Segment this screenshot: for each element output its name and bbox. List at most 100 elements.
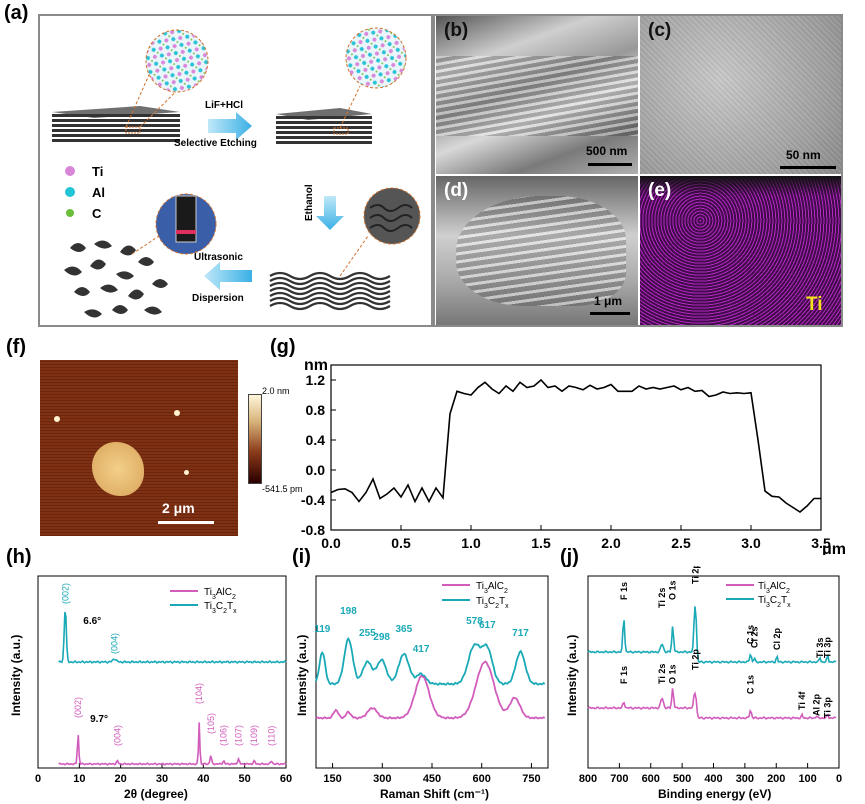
ultra-label-1: Ultrasonic	[194, 252, 243, 263]
afm-particle	[54, 416, 60, 422]
j-series-ti3alc2	[587, 688, 837, 720]
panel-label-b: (b)	[444, 20, 469, 41]
scalebar-d	[590, 312, 630, 315]
h-legend-ti3alc2: Ti3AlC2	[204, 587, 236, 601]
j-peak-label-bottom: C 1s	[746, 675, 756, 694]
g-height-profile	[330, 378, 821, 513]
i-legend-ti3c2tx: Ti3C2Tx	[476, 596, 509, 610]
g-xtick-label: 3.0	[741, 535, 761, 551]
h-xtick-label: 40	[197, 773, 209, 785]
h-xlabel: 2θ (degree)	[124, 787, 188, 801]
j-peak-label-top: F 1s	[619, 582, 629, 600]
h-xtick-label: 30	[156, 773, 168, 785]
i-xtick-label: 150	[323, 773, 341, 785]
panel-label-j: (j)	[560, 546, 579, 568]
g-xtick-label: 1.5	[531, 535, 551, 551]
al-legend-dot	[65, 187, 75, 197]
h-series-ti3c2tx	[58, 611, 287, 665]
panel-label-a: (a)	[4, 2, 29, 24]
h-peak-label: (105)	[206, 713, 216, 734]
afm-flake	[92, 442, 144, 496]
delaminated-wavy-stack	[269, 271, 391, 311]
afm-image: 2 μm	[40, 360, 238, 536]
h-xtick-label: 50	[239, 773, 251, 785]
j-xtick-label: 200	[767, 773, 785, 785]
j-legend-ti3alc2: Ti3AlC2	[758, 581, 790, 595]
g-ytick-label: 1.2	[306, 372, 326, 388]
j-xtick-label: 700	[610, 773, 628, 785]
h-angle-label: 6.6°	[83, 616, 101, 627]
j-peak-label-top: O 1s	[668, 580, 678, 600]
panel-label-e: (e)	[648, 180, 672, 201]
chart-i: Intensity (a.u.) Raman Shift (cm⁻¹) 150 3…	[295, 575, 549, 801]
g-xlabel: μm	[822, 541, 846, 555]
afm-colorbar	[248, 394, 262, 484]
j-xtick-label: 500	[673, 773, 691, 785]
g-ytick-label: 0.4	[306, 432, 326, 448]
h-series-ti3alc2	[58, 722, 287, 766]
i-xtick-label: 450	[423, 773, 441, 785]
i-peak-label: 578	[466, 616, 483, 627]
j-peak-label-top: C 1s	[746, 625, 756, 644]
h-peak-label: (004)	[112, 725, 122, 746]
h-xtick-label: 20	[115, 773, 127, 785]
i-peak-label: 365	[395, 624, 412, 635]
ethanol-arrow-icon	[316, 196, 344, 230]
j-peak-label-bottom: O 1s	[668, 664, 678, 684]
panel-label-f: (f)	[6, 336, 26, 358]
j-xtick-label: 300	[736, 773, 754, 785]
ultrasonic-arrow-icon	[204, 262, 252, 290]
wavy-zoom-icon	[363, 187, 421, 245]
c-legend-label: C	[92, 206, 102, 221]
h-peak-label: (109)	[249, 725, 259, 746]
g-ytick-label: -0.4	[301, 492, 325, 508]
panel-a-schematic: LiF+HCl Selective Etching Ethanol Ultras…	[38, 14, 433, 327]
g-xtick-label: 3.5	[811, 535, 831, 551]
j-peak-label-top: Ti 2p	[690, 566, 700, 584]
j-peak-label-top: Cl 2s	[749, 626, 759, 648]
i-peak-label: 298	[373, 632, 390, 643]
j-peak-label-bottom: Ti 2p	[690, 649, 700, 670]
etch-arrow-icon	[208, 112, 252, 140]
h-peak-label: (107)	[233, 725, 243, 746]
j-ylabel: Intensity (a.u.)	[565, 635, 579, 716]
panel-label-d: (d)	[444, 180, 469, 201]
etched-stack	[276, 108, 372, 144]
element-label-ti: Ti	[806, 294, 823, 315]
h-ylabel: Intensity (a.u.)	[9, 635, 23, 716]
i-series-ti3c2tx	[315, 636, 546, 686]
g-ylabel: nm	[304, 357, 328, 374]
h-legend-ti3c2tx: Ti3C2Tx	[204, 601, 237, 615]
etch-label-1: LiF+HCl	[205, 100, 243, 111]
sem-image-b: (b) 500 nm	[436, 16, 638, 174]
scalebar-c	[780, 166, 836, 169]
h-peak-label: (106)	[219, 725, 229, 746]
i-peak-label: 617	[479, 620, 496, 631]
c-legend-dot	[66, 209, 74, 217]
j-xtick-label: 100	[798, 773, 816, 785]
h-angle-label: 9.7°	[90, 714, 108, 725]
chart-j: Intensity (a.u.) Binding energy (eV) 800…	[565, 566, 842, 801]
h-peak-label: (004)	[109, 633, 119, 654]
i-xtick-label: 750	[522, 773, 540, 785]
h-peak-label: (002)	[60, 583, 70, 604]
j-peak-label-top: Cl 2p	[772, 627, 782, 650]
j-xtick-label: 600	[642, 773, 660, 785]
j-peak-label-bottom: Ti 2s	[657, 664, 667, 684]
chart-g: nm μm -0.8 -0.4 0.0 0.4 0.8 1.2 0.0 0.5 1.0 1.5 2…	[301, 357, 846, 555]
h-xtick-label: 60	[280, 773, 292, 785]
scale-d: 1 μm	[594, 294, 623, 308]
panel-label-i: (i)	[292, 546, 311, 568]
g-xtick-label: 2.5	[671, 535, 691, 551]
j-xtick-label: 0	[836, 773, 842, 785]
h-peak-label: (110)	[267, 726, 277, 746]
i-peak-label: 198	[340, 606, 357, 617]
g-xtick-label: 0.5	[391, 535, 411, 551]
etch-label-2: Selective Etching	[174, 138, 257, 149]
mxene-atomic-zoom	[345, 27, 407, 89]
dispersed-flakes	[64, 240, 168, 318]
i-peak-label: 717	[512, 628, 529, 639]
max-phase-stack	[52, 106, 180, 142]
scalebar-b	[588, 163, 632, 166]
g-xtick-label: 2.0	[601, 535, 621, 551]
